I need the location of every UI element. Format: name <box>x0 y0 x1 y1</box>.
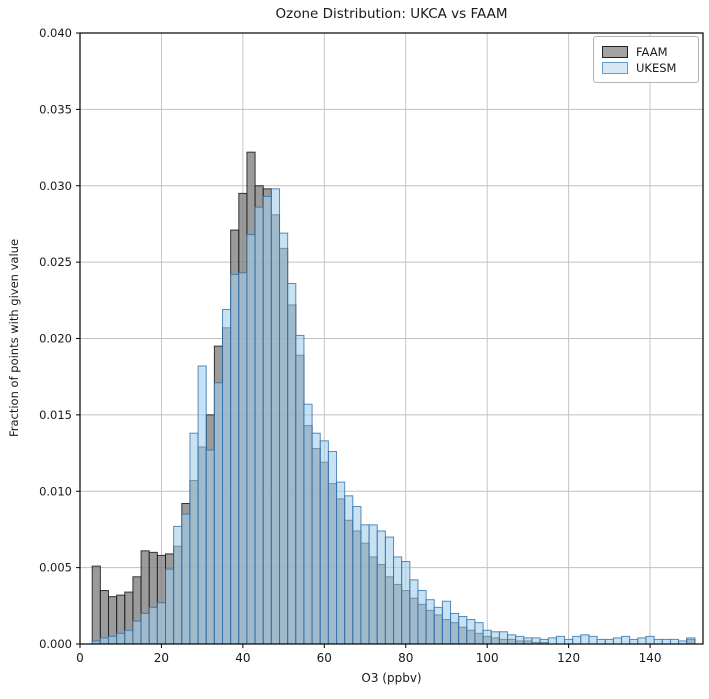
svg-text:0.005: 0.005 <box>39 561 72 575</box>
ukesm-legend-label: UKESM <box>636 61 677 75</box>
svg-text:0.020: 0.020 <box>39 332 72 346</box>
chart-title: Ozone Distribution: UKCA vs FAAM <box>275 6 508 22</box>
svg-text:0: 0 <box>76 651 84 665</box>
svg-text:0.015: 0.015 <box>39 408 72 422</box>
svg-text:0.040: 0.040 <box>39 26 72 40</box>
svg-text:0.035: 0.035 <box>39 102 72 116</box>
svg-text:40: 40 <box>235 651 250 665</box>
svg-text:60: 60 <box>317 651 332 665</box>
svg-text:100: 100 <box>476 651 499 665</box>
y-axis-label: Fraction of points with given value <box>7 238 21 438</box>
svg-text:140: 140 <box>639 651 662 665</box>
ukesm-legend-swatch <box>602 62 628 74</box>
legend: FAAM UKESM <box>593 36 699 83</box>
legend-item-ukesm: UKESM <box>602 61 690 75</box>
svg-text:0.000: 0.000 <box>39 637 72 651</box>
svg-text:80: 80 <box>398 651 413 665</box>
svg-text:0.010: 0.010 <box>39 484 72 498</box>
svg-text:20: 20 <box>154 651 169 665</box>
faam-legend-swatch <box>602 46 628 58</box>
x-axis-label: O3 (ppbv) <box>361 671 422 685</box>
legend-item-faam: FAAM <box>602 45 690 59</box>
svg-text:120: 120 <box>557 651 580 665</box>
svg-text:0.025: 0.025 <box>39 255 72 269</box>
faam-legend-label: FAAM <box>636 45 668 59</box>
svg-text:0.030: 0.030 <box>39 179 72 193</box>
